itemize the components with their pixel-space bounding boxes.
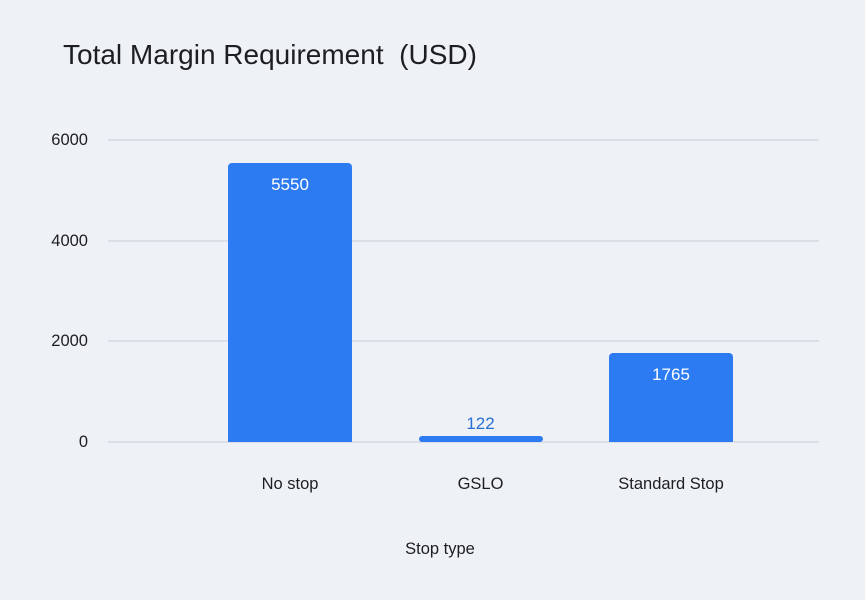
- bar-gslo: [418, 435, 543, 442]
- x-tick-label: GSLO: [457, 475, 504, 493]
- bar-standard-stop: [609, 353, 733, 442]
- y-gridline: [108, 340, 819, 343]
- y-tick-label: 0: [78, 433, 88, 451]
- y-tick-label: 2000: [51, 332, 88, 351]
- bar-value-label: 5550: [271, 174, 309, 194]
- chart-title: Total Margin Requirement (USD): [63, 39, 477, 70]
- x-axis-title: Stop type: [405, 540, 475, 558]
- y-tick-label: 4000: [51, 231, 88, 250]
- y-gridline: [108, 239, 819, 242]
- y-tick-label: 6000: [51, 131, 88, 149]
- bar-value-label: 122: [466, 413, 495, 433]
- bar-no-stop: [228, 162, 352, 442]
- y-gridline: [108, 441, 819, 443]
- x-tick-label: No stop: [261, 475, 319, 493]
- bar-value-label: 1765: [652, 365, 690, 385]
- x-tick-label: Standard Stop: [618, 475, 724, 493]
- y-gridline: [108, 139, 819, 141]
